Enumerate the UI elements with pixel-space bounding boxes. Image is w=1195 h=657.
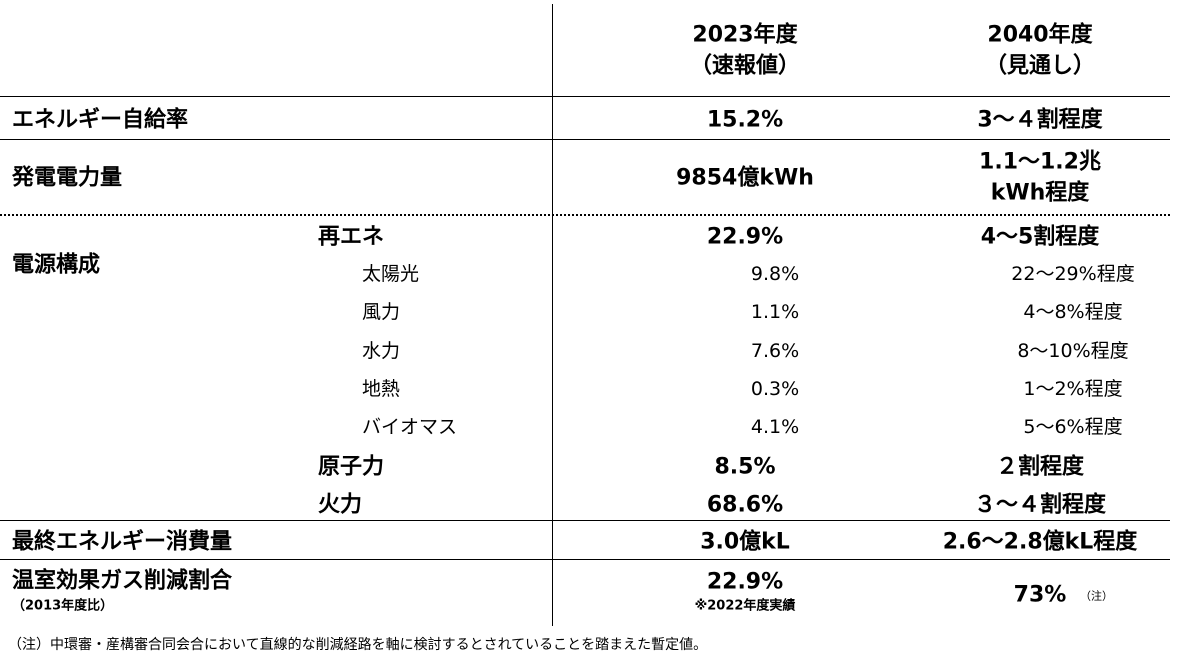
value: ２割程度: [995, 453, 1085, 479]
row-divider: [0, 139, 1170, 140]
value: 1.1%: [750, 301, 800, 324]
column-divider: [552, 4, 553, 626]
value: 22～29%程度: [1011, 263, 1135, 286]
sub-label: 地熱: [362, 377, 401, 400]
value: 4～8%程度: [1023, 301, 1123, 324]
value: 8.5%: [714, 453, 776, 479]
column-subheader: （見通し）: [984, 53, 1096, 79]
value: 9854億kWh: [676, 165, 814, 191]
value: 7.6%: [750, 339, 800, 362]
row-divider: [0, 520, 1170, 521]
value: 3～４割程度: [977, 107, 1103, 133]
value: 22.9%: [706, 569, 784, 595]
value: 4～5割程度: [980, 224, 1100, 250]
sub-label: バイオマス: [362, 416, 458, 439]
group-label: 火力: [318, 491, 363, 517]
footnote: （注）中環審・産構審合同会合において直線的な削減経路を軸に検討するとされているこ…: [8, 636, 708, 653]
sub-label: 太陽光: [362, 263, 420, 286]
value: 5～6%程度: [1023, 416, 1123, 439]
value: 68.6%: [706, 491, 784, 517]
row-divider: [0, 214, 1170, 216]
row-divider: [0, 96, 1170, 97]
column-header: 2040年度: [987, 22, 1093, 48]
row-sublabel: （2013年度比）: [12, 598, 114, 614]
value: 8～10%程度: [1017, 339, 1129, 362]
column-subheader: （速報値）: [689, 53, 801, 79]
group-label: 再エネ: [318, 224, 385, 250]
value: 1～2%程度: [1023, 377, 1123, 400]
value: 22.9%: [706, 224, 784, 250]
column-header: 2023年度: [692, 22, 798, 48]
row-label: 最終エネルギー消費量: [12, 529, 233, 555]
row-label: エネルギー自給率: [12, 107, 189, 133]
value: 1.1～1.2兆: [979, 149, 1101, 175]
value: 9.8%: [750, 263, 800, 286]
value: kWh程度: [990, 180, 1090, 206]
value-note: ※2022年度実績: [694, 598, 796, 614]
sub-label: 風力: [362, 301, 401, 324]
value: 0.3%: [750, 377, 800, 400]
value: ３～４割程度: [973, 491, 1107, 517]
value: 15.2%: [706, 107, 784, 133]
group-label: 原子力: [318, 453, 385, 479]
value: 4.1%: [750, 416, 800, 439]
value: 3.0億kL: [700, 529, 790, 555]
value: 73%: [1013, 582, 1067, 608]
row-label: 温室効果ガス削減割合: [12, 568, 233, 594]
row-divider: [0, 559, 1170, 560]
value-note: （注）: [1080, 589, 1113, 603]
sub-label: 水力: [362, 339, 401, 362]
row-label: 発電電力量: [12, 165, 123, 191]
value: 2.6～2.8億kL程度: [942, 529, 1138, 555]
row-label: 電源構成: [12, 252, 101, 278]
